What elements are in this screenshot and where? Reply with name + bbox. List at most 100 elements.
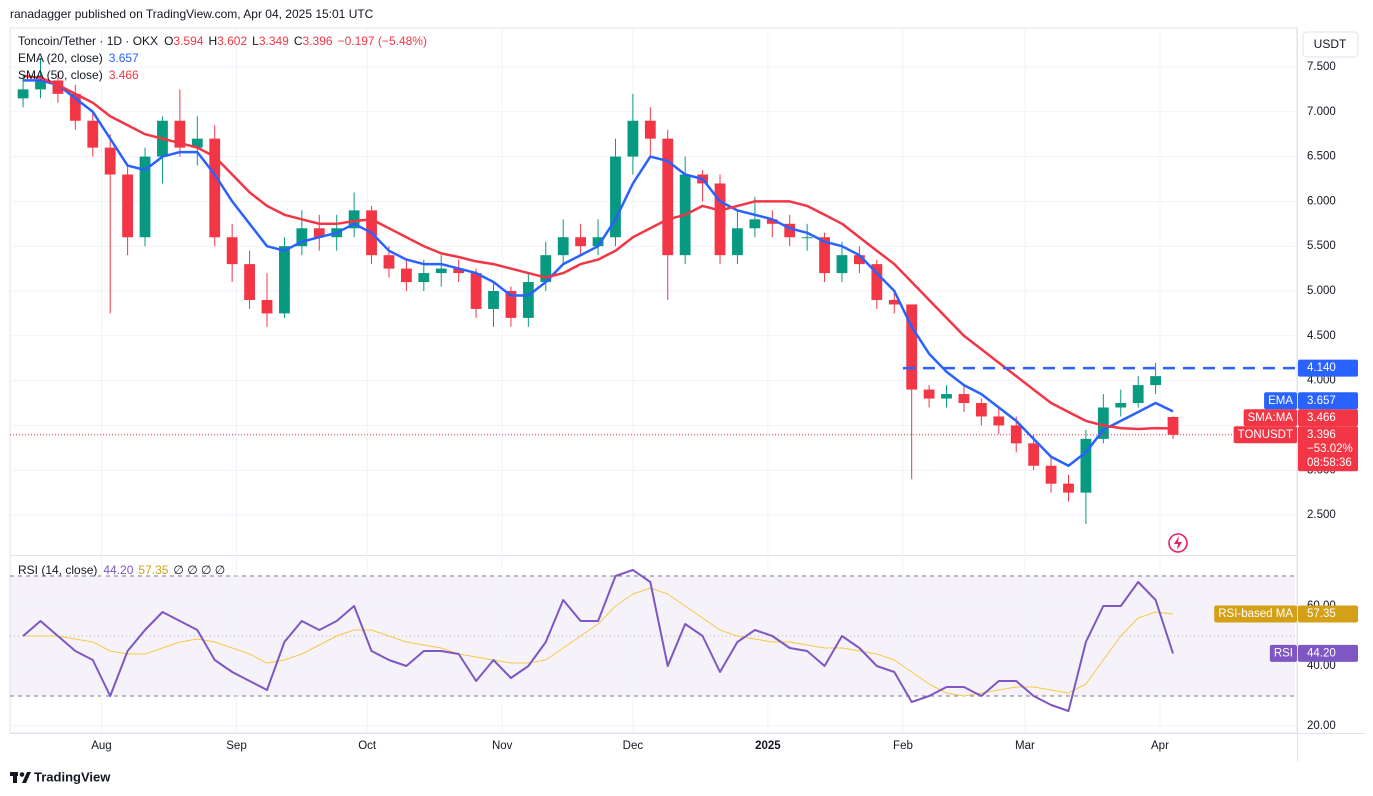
candle-body xyxy=(17,89,29,99)
candle-body xyxy=(139,156,151,238)
candle-body xyxy=(453,268,465,274)
rsi-value: 44.20 xyxy=(103,563,133,577)
candle-body xyxy=(174,120,186,148)
x-tick-label: Mar xyxy=(1015,740,1035,752)
axis-badge: 3.396 −53.02% 08:58:36 TONUSDT xyxy=(1233,426,1358,472)
x-tick-label: Apr xyxy=(1151,740,1169,752)
y-tick-label: 40.00 xyxy=(1307,660,1336,672)
candle-body xyxy=(941,394,952,399)
axis-badge: 3.466 SMA:MA xyxy=(1243,409,1358,427)
badge-value: 4.140 xyxy=(1307,362,1336,374)
candle-body xyxy=(714,183,726,256)
x-tick-label: Oct xyxy=(358,740,377,752)
candle-body xyxy=(557,237,569,256)
candle-body xyxy=(1063,483,1074,493)
candle-body xyxy=(906,304,918,390)
y-tick-label: 5.000 xyxy=(1307,285,1336,297)
axis-badge: 3.657 EMA xyxy=(1264,392,1358,410)
candle-body xyxy=(400,268,412,283)
legend-letter: H xyxy=(208,34,217,48)
badge-box xyxy=(1298,359,1358,377)
axis-badges: 4.140 3.396 −53.02% 08:58:36 TONUSDT 3.466 SMA… xyxy=(1214,359,1358,662)
badge-name-box xyxy=(1233,426,1297,444)
y-tick-label: 4.000 xyxy=(1307,375,1336,387)
candle-body xyxy=(104,147,116,175)
candle-body xyxy=(836,255,848,274)
candle-body xyxy=(958,394,970,404)
x-tick-label: Feb xyxy=(893,740,913,752)
sma-name: SMA (50, close) xyxy=(18,68,103,82)
candle-body xyxy=(69,93,81,121)
badge-name: SMA:MA xyxy=(1248,412,1294,424)
publisher: ranadagger published on TradingView.com,… xyxy=(10,7,374,21)
brand-logo xyxy=(10,772,31,783)
candle-body xyxy=(540,255,552,283)
plot xyxy=(10,58,1295,712)
candle-body xyxy=(662,138,674,256)
candle-body xyxy=(1010,425,1022,444)
candle-body xyxy=(191,138,203,148)
badge-box xyxy=(1298,426,1358,472)
badge-value: 3.657 xyxy=(1307,395,1336,407)
candle-body xyxy=(418,273,430,283)
candle-body xyxy=(505,291,517,318)
badge-name: RSI-based MA xyxy=(1218,608,1293,620)
badge-name: TONUSDT xyxy=(1238,429,1293,441)
alert-icon[interactable] xyxy=(1168,533,1188,553)
candle-body xyxy=(313,228,325,238)
badge-name-box xyxy=(1269,644,1297,662)
candle-body xyxy=(1028,443,1040,466)
legend-letter: O xyxy=(164,34,173,48)
badge-box xyxy=(1298,605,1358,623)
candle-body xyxy=(732,228,743,256)
candle-body xyxy=(784,223,796,238)
legend-high: 3.602 xyxy=(217,34,247,48)
candle-body xyxy=(871,264,883,300)
candle-body xyxy=(209,138,221,238)
candle-body xyxy=(348,210,360,229)
candle-body xyxy=(766,219,778,224)
badge-name-box xyxy=(1264,392,1297,410)
candle-body xyxy=(975,403,987,417)
candle-body xyxy=(1080,438,1092,493)
candle-body xyxy=(35,80,46,90)
legend-letter: L xyxy=(252,34,259,48)
candle-body xyxy=(801,237,813,239)
currency: USDT xyxy=(1314,37,1347,51)
badge-extra: −53.02% xyxy=(1307,443,1353,455)
badge-box xyxy=(1298,644,1358,662)
badge-value: 57.35 xyxy=(1307,608,1336,620)
candle-body xyxy=(592,237,604,247)
candle-body xyxy=(296,228,308,247)
badge-value: 3.466 xyxy=(1307,412,1336,424)
rsi-ma-value: 57.35 xyxy=(138,563,168,577)
sma-value: 3.466 xyxy=(109,68,139,82)
rsi-title: RSI (14, close) xyxy=(18,563,97,577)
candle-body xyxy=(923,389,935,399)
currency-box[interactable] xyxy=(1302,31,1359,58)
candle-body xyxy=(383,255,395,269)
legend-close: 3.396 xyxy=(303,34,333,48)
candle-body xyxy=(1150,376,1162,386)
candle-body xyxy=(488,291,499,309)
candle-body xyxy=(644,120,656,139)
badge-box xyxy=(1298,392,1358,410)
candle-body xyxy=(854,255,865,265)
ema-legend: EMA (20, close) 3.657 xyxy=(18,51,139,65)
x-tick-label: Aug xyxy=(91,740,111,752)
y-tick-label: 7.000 xyxy=(1307,106,1336,118)
indicator-line xyxy=(22,74,1174,431)
badge-name: RSI xyxy=(1274,647,1293,659)
y-tick-label: 7.500 xyxy=(1307,61,1336,73)
candle-body xyxy=(819,237,830,274)
ema-name: EMA (20, close) xyxy=(18,51,103,65)
axis-badge: 4.140 xyxy=(1298,359,1358,377)
candle-body xyxy=(52,80,64,94)
candle-body xyxy=(749,219,761,229)
x-tick-label: Nov xyxy=(492,740,513,752)
candle-body xyxy=(575,237,587,247)
candle-body xyxy=(1097,407,1109,439)
badge-name-box xyxy=(1243,409,1297,427)
